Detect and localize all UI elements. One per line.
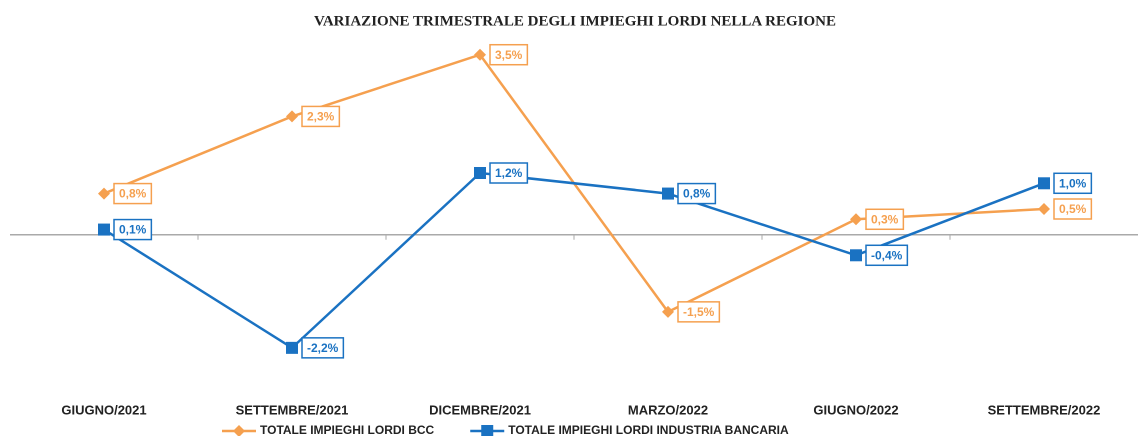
value-label: 0,8% [677, 182, 717, 205]
value-label-box [1053, 198, 1093, 220]
value-label: 1,2% [489, 162, 529, 184]
value-label-text: -1,5% [683, 305, 715, 319]
value-label-text: 1,2% [495, 166, 523, 180]
marker [662, 187, 674, 200]
value-label: 0,5% [1053, 198, 1093, 220]
marker [481, 425, 494, 436]
marker [233, 425, 245, 436]
legend-label: TOTALE IMPIEGHI LORDI INDUSTRIA BANCARIA [508, 423, 789, 436]
value-label: 0,1% [113, 218, 153, 241]
value-label-box [489, 43, 529, 66]
value-label: 3,5% [489, 43, 529, 66]
marker [1038, 203, 1050, 215]
x-tick-label: DICEMBRE/2021 [429, 402, 531, 417]
value-label-text: -0,4% [871, 248, 903, 262]
value-label-box [301, 105, 341, 128]
marker [286, 110, 298, 123]
value-label: 0,3% [865, 208, 905, 231]
legend-label: TOTALE IMPIEGHI LORDI BCC [260, 423, 435, 436]
value-label-text: 3,5% [495, 48, 523, 62]
value-label: 0,8% [113, 182, 153, 205]
x-tick-label: SETTEMBRE/2021 [236, 402, 349, 417]
marker [1038, 177, 1050, 190]
value-label: 1,0% [1053, 172, 1093, 195]
marker [98, 223, 110, 236]
marker [474, 48, 486, 61]
value-label-box [865, 208, 905, 231]
value-label: -0,4% [865, 244, 909, 267]
value-label-text: 0,3% [871, 212, 899, 226]
value-label-box [113, 218, 153, 241]
value-label-text: 1,0% [1059, 176, 1087, 190]
value-label-text: 0,1% [119, 223, 147, 237]
marker [474, 167, 486, 179]
x-tick-label: MARZO/2022 [628, 402, 708, 417]
marker [850, 213, 862, 226]
value-label: -1,5% [677, 301, 721, 323]
value-label-box [489, 162, 529, 184]
marker [850, 249, 862, 262]
value-label-box [301, 337, 345, 359]
value-label-box [113, 182, 153, 205]
value-label-box [677, 301, 721, 323]
marker [662, 305, 674, 318]
marker [98, 187, 110, 200]
value-label-box [677, 182, 717, 205]
x-tick-label: GIUGNO/2021 [61, 402, 146, 417]
value-label-text: -2,2% [307, 341, 339, 355]
value-label-box [1053, 172, 1093, 195]
x-tick-label: SETTEMBRE/2022 [988, 402, 1101, 417]
marker [286, 341, 298, 354]
value-label: -2,2% [301, 337, 345, 359]
value-label-box [865, 244, 909, 267]
chart-title: VARIAZIONE TRIMESTRALE DEGLI IMPIEGHI LO… [314, 13, 836, 29]
series-line [103, 171, 1045, 350]
value-label: 2,3% [301, 105, 341, 128]
x-tick-label: GIUGNO/2022 [813, 402, 898, 417]
value-label-text: 0,8% [119, 187, 147, 201]
value-label-text: 2,3% [307, 110, 335, 124]
value-label-text: 0,5% [1059, 202, 1087, 216]
value-label-text: 0,8% [683, 187, 711, 201]
